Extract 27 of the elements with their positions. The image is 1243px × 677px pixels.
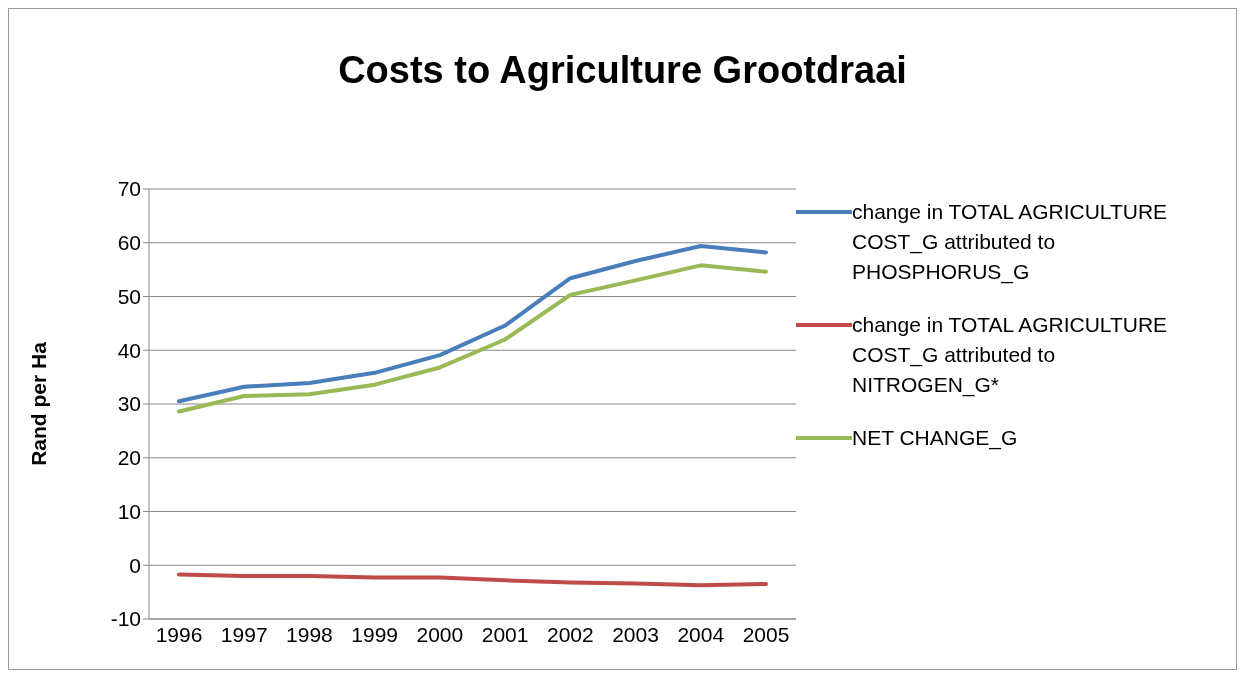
x-tick-label: 2004 bbox=[677, 622, 725, 646]
chart-title: Costs to Agriculture Grootdraai bbox=[337, 49, 908, 92]
legend-label: change in TOTAL AGRICULTURE COST_G attributed to PHOSPHORUS_G bbox=[852, 198, 1169, 286]
y-tick-label: 50 bbox=[117, 284, 141, 308]
y-tick-label: 60 bbox=[117, 231, 141, 255]
legend-label: change in TOTAL AGRICULTURE COST_G attributed to NITROGEN_G* bbox=[852, 311, 1169, 399]
line-series bbox=[177, 263, 768, 414]
y-tick-label: 0 bbox=[129, 553, 141, 577]
x-tick-label: 2003 bbox=[612, 622, 659, 646]
y-tick-label: 70 bbox=[117, 177, 141, 201]
x-tick-label: 1997 bbox=[220, 622, 268, 646]
x-tick-label: 2005 bbox=[742, 622, 790, 646]
line-series bbox=[177, 572, 768, 588]
y-tick-label: -10 bbox=[110, 607, 141, 631]
x-tick-label: 2001 bbox=[481, 622, 529, 646]
x-tick-label: 1996 bbox=[155, 622, 203, 646]
line-series bbox=[177, 243, 768, 404]
x-tick-label: 2000 bbox=[416, 622, 464, 646]
x-tick-label: 2002 bbox=[546, 622, 594, 646]
y-axis-title: Rand per Ha bbox=[27, 341, 51, 466]
y-tick-label: 20 bbox=[117, 446, 141, 470]
legend-label: NET CHANGE_G bbox=[852, 424, 1019, 452]
y-tick-label: 10 bbox=[117, 499, 141, 523]
x-tick-label: 1999 bbox=[351, 622, 399, 646]
y-tick-label: 30 bbox=[117, 392, 141, 416]
y-tick-label: 40 bbox=[117, 338, 141, 362]
x-tick-label: 1998 bbox=[286, 622, 333, 646]
